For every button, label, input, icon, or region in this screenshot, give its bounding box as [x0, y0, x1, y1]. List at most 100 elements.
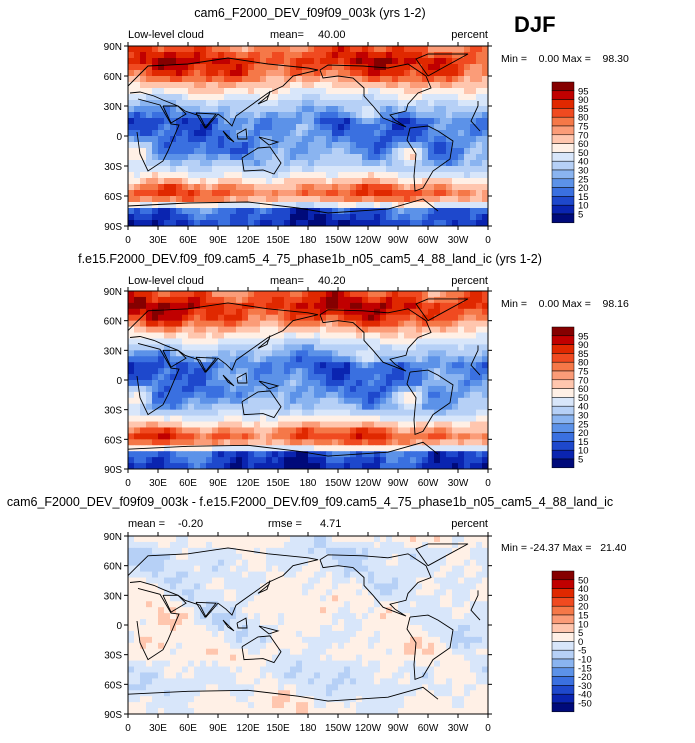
heatmap-cell — [464, 148, 471, 155]
heatmap-cell — [284, 403, 291, 411]
heatmap-cell — [206, 214, 213, 221]
heatmap-cell — [296, 642, 303, 650]
heatmap-cell — [296, 106, 303, 113]
heatmap-cell — [128, 326, 135, 333]
heatmap-cell — [290, 636, 297, 644]
heatmap-cell — [422, 350, 429, 357]
heatmap-cell — [128, 124, 135, 131]
heatmap-cell — [344, 356, 351, 363]
heatmap-cell — [206, 64, 213, 71]
heatmap-cell — [422, 607, 429, 614]
heatmap-cell — [410, 536, 417, 543]
heatmap-cell — [398, 595, 405, 602]
heatmap-cell — [344, 291, 351, 298]
heatmap-cell — [482, 320, 488, 327]
colorbar-box — [551, 361, 575, 372]
heatmap-cell — [242, 166, 249, 173]
heatmap-cell — [404, 184, 411, 191]
heatmap-cell — [236, 142, 243, 149]
heatmap-cell — [308, 565, 315, 572]
heatmap-cell — [452, 397, 459, 405]
heatmap-cell — [188, 94, 195, 101]
heatmap-cell — [398, 380, 405, 387]
heatmap-cell — [164, 166, 171, 173]
min-max-label: Min = -24.37 Max = 21.40 — [501, 542, 627, 554]
heatmap-cell — [194, 332, 201, 339]
heatmap-cell — [218, 541, 225, 549]
heatmap-cell — [236, 439, 243, 446]
heatmap-cell — [170, 547, 177, 555]
heatmap-cell — [476, 326, 483, 333]
heatmap-cell — [248, 601, 255, 608]
heatmap-cell — [320, 630, 327, 638]
heatmap-cell — [254, 577, 261, 584]
heatmap-cell — [374, 106, 381, 113]
heatmap-cell — [386, 415, 393, 422]
heatmap-cell — [224, 421, 231, 428]
heatmap-cell — [482, 220, 488, 226]
heatmap-cell — [452, 130, 459, 137]
heatmap-cell — [434, 583, 441, 590]
heatmap-cell — [224, 142, 231, 149]
heatmap-cell — [134, 451, 141, 458]
heatmap-cell — [164, 142, 171, 149]
heatmap-cell — [128, 70, 135, 77]
heatmap-cell — [152, 433, 159, 440]
heatmap-cell — [428, 136, 435, 143]
heatmap-cell — [278, 184, 285, 191]
heatmap-cell — [422, 202, 429, 209]
heatmap-cell — [356, 433, 363, 440]
heatmap-cell — [470, 148, 477, 155]
heatmap-cell — [428, 190, 435, 197]
heatmap-cell — [308, 130, 315, 137]
heatmap-cell — [242, 64, 249, 71]
x-tick-label: 120W — [355, 235, 382, 246]
heatmap-cell — [314, 415, 321, 422]
heatmap-cell — [392, 403, 399, 411]
heatmap-cell — [308, 332, 315, 339]
heatmap-cell — [476, 536, 483, 543]
heatmap-cell — [440, 571, 447, 578]
heatmap-cell — [452, 403, 459, 411]
heatmap-cell — [314, 385, 321, 393]
heatmap-cell — [236, 160, 243, 167]
heatmap-cell — [356, 326, 363, 333]
heatmap-cell — [236, 326, 243, 333]
heatmap-cell — [452, 583, 459, 590]
heatmap-cell — [476, 385, 483, 393]
heatmap-cell — [134, 296, 141, 304]
heatmap-cell — [272, 350, 279, 357]
heatmap-cell — [422, 58, 429, 65]
heatmap-cell — [482, 445, 488, 452]
heatmap-cell — [446, 58, 453, 65]
heatmap-cell — [470, 536, 477, 543]
heatmap-cell — [290, 451, 297, 458]
heatmap-cell — [362, 642, 369, 650]
heatmap-cell — [464, 296, 471, 304]
heatmap-cell — [350, 433, 357, 440]
heatmap-cell — [224, 463, 231, 469]
heatmap-cell — [212, 589, 219, 596]
heatmap-cell — [200, 589, 207, 596]
heatmap-cell — [182, 421, 189, 428]
heatmap-cell — [350, 130, 357, 137]
heatmap-cell — [386, 433, 393, 440]
heatmap-cell — [380, 52, 387, 59]
heatmap-cell — [458, 160, 465, 167]
heatmap-cell — [188, 415, 195, 422]
heatmap-cell — [416, 332, 423, 339]
heatmap-cell — [482, 350, 488, 357]
heatmap-cell — [224, 625, 231, 632]
heatmap-cell — [332, 178, 339, 185]
heatmap-cell — [344, 202, 351, 209]
heatmap-cell — [380, 88, 387, 95]
heatmap-cell — [374, 118, 381, 125]
heatmap-cell — [224, 445, 231, 452]
heatmap-cell — [344, 46, 351, 53]
heatmap-cell — [458, 457, 465, 464]
heatmap-cell — [248, 214, 255, 221]
heatmap-cell — [422, 106, 429, 113]
heatmap-cell — [266, 172, 273, 179]
heatmap-cell — [452, 148, 459, 155]
heatmap-cell — [134, 541, 141, 549]
